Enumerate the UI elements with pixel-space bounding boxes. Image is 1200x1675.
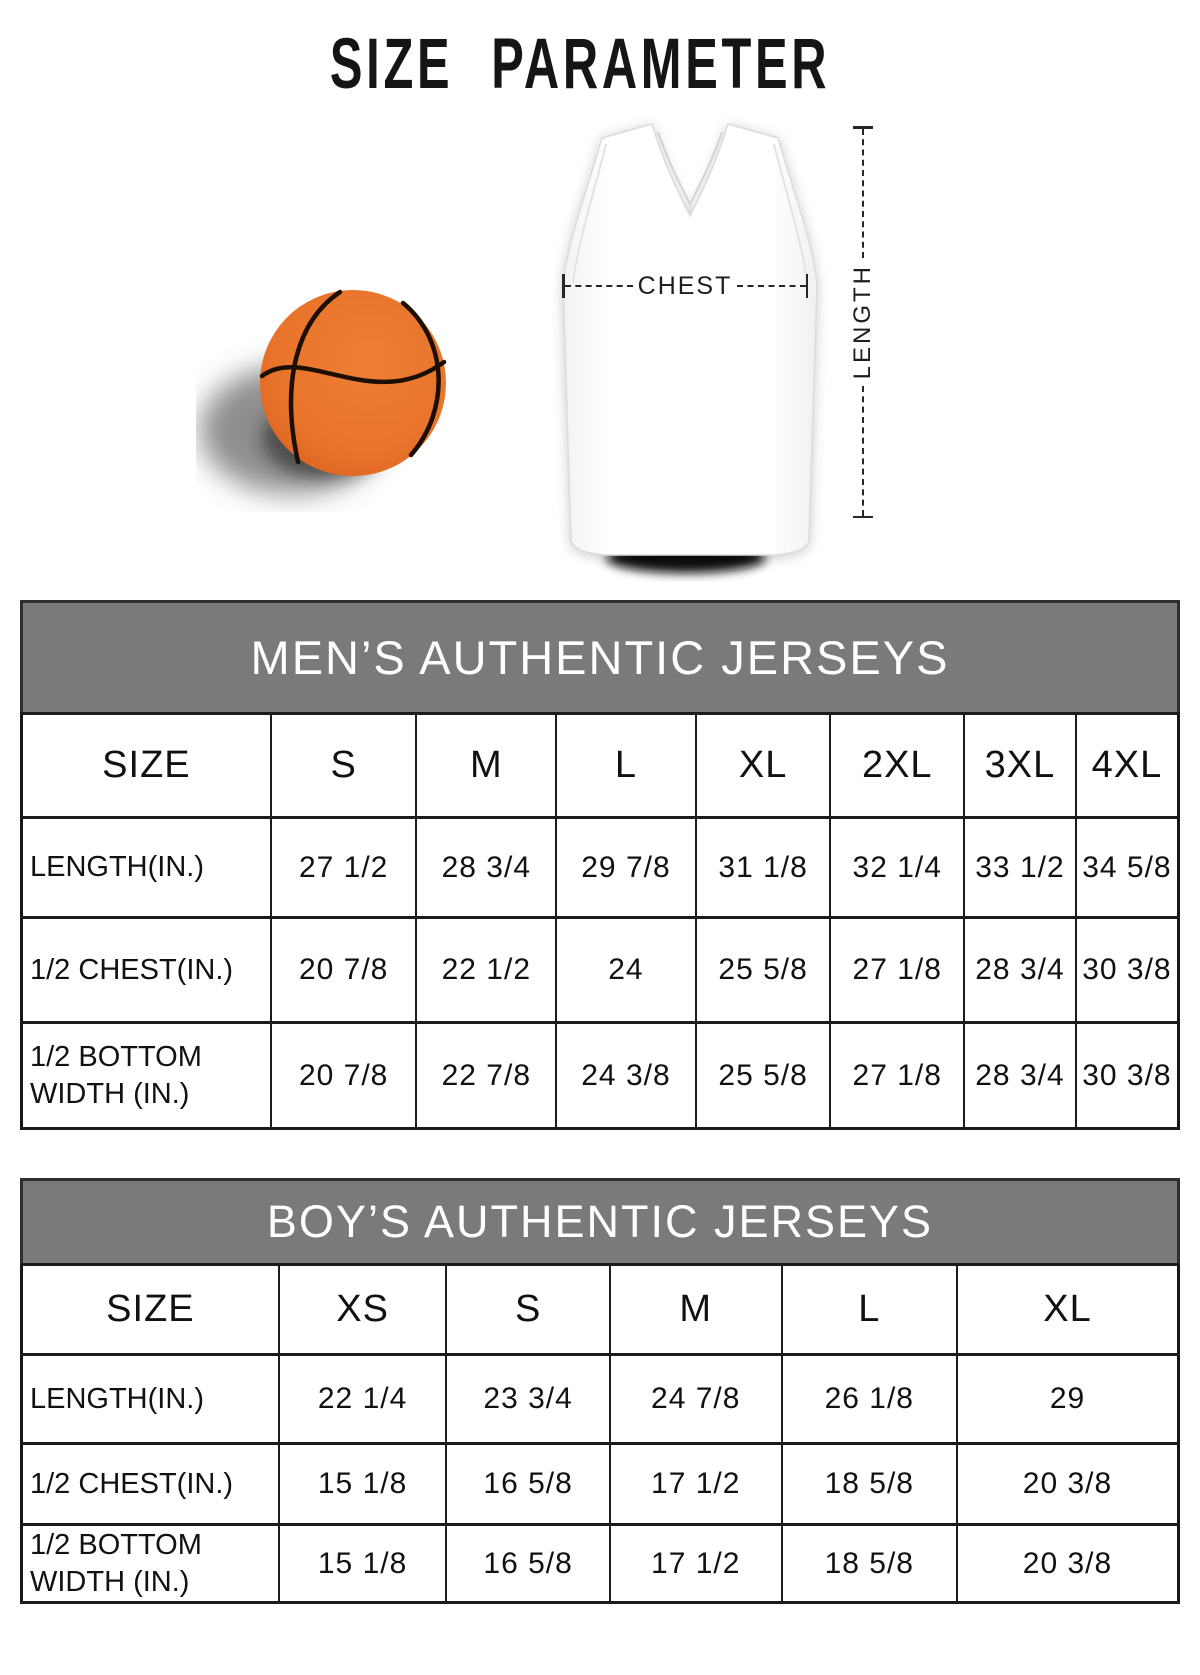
size-header-row: SIZE XS S M L XL xyxy=(20,1263,1180,1356)
measurement-row-label: 1/2 BOTTOM WIDTH (IN.) xyxy=(20,1021,272,1130)
jersey-body xyxy=(562,123,818,556)
chest-dash-left xyxy=(564,285,633,287)
length-label: LENGTH xyxy=(849,264,876,380)
measurement-row-label: 1/2 BOTTOM WIDTH (IN.) xyxy=(20,1523,280,1604)
measurement-value-cell: 24 xyxy=(555,916,697,1024)
size-column-header: 4XL xyxy=(1074,712,1180,819)
size-column-header: XS xyxy=(277,1263,448,1356)
measurement-value-cell: 23 3/4 xyxy=(445,1353,611,1445)
basketball-body xyxy=(260,290,446,476)
chest-tick-right xyxy=(805,274,809,298)
measurement-value-cell: 27 1/2 xyxy=(269,816,418,919)
jersey-armhole-right-line xyxy=(773,143,808,283)
chest-label: CHEST xyxy=(637,271,733,300)
measurement-value-cell: 17 1/2 xyxy=(608,1523,783,1604)
measurement-value-cell: 29 xyxy=(956,1353,1180,1445)
measurement-value-cell: 16 5/8 xyxy=(445,1523,611,1604)
measurement-value-cell: 20 3/8 xyxy=(956,1523,1180,1604)
measurement-value-cell: 22 7/8 xyxy=(415,1021,558,1130)
page-header: SIZE PARAMETER xyxy=(0,22,1160,103)
measurement-row: 1/2 CHEST(IN.) 15 1/8 16 5/8 17 1/2 18 5/8 20… xyxy=(20,1442,1180,1526)
size-column-header: S xyxy=(445,1263,611,1356)
size-column-header: M xyxy=(415,712,558,819)
measurement-value-cell: 28 3/4 xyxy=(415,816,558,919)
measurement-value-cell: 30 3/8 xyxy=(1074,1021,1180,1130)
measurement-value-cell: 28 3/4 xyxy=(963,1021,1077,1130)
measurement-value-cell: 24 3/8 xyxy=(555,1021,697,1130)
measurement-row-label: LENGTH(IN.) xyxy=(20,816,272,919)
length-measure-line: LENGTH xyxy=(843,126,883,519)
length-tick-top xyxy=(853,126,873,129)
measurement-row-label: 1/2 CHEST(IN.) xyxy=(20,916,272,1024)
measurement-value-cell: 28 3/4 xyxy=(963,916,1077,1024)
chest-dash-right xyxy=(737,285,806,287)
jersey-armhole-left-line xyxy=(572,143,607,283)
jersey-collar-line xyxy=(657,131,723,207)
basketball-seams xyxy=(259,289,447,465)
size-column-header: M xyxy=(608,1263,783,1356)
mens-size-section: MEN’S AUTHENTIC JERSEYS SIZE S M L XL 2XL 3XL 4… xyxy=(20,600,1180,1130)
length-tick-bottom xyxy=(853,515,873,519)
basketball-icon xyxy=(200,289,447,494)
measurement-value-cell: 24 7/8 xyxy=(608,1353,783,1445)
measurement-value-cell: 25 5/8 xyxy=(694,1021,832,1130)
length-dash-bottom xyxy=(862,385,864,516)
measurement-value-cell: 18 5/8 xyxy=(780,1523,959,1604)
measurement-row-label: LENGTH(IN.) xyxy=(20,1353,280,1445)
mens-size-table: SIZE S M L XL 2XL 3XL 4XL LENGTH(IN.) 27 1/2 28 3/… xyxy=(20,712,1180,1130)
chest-tick-left xyxy=(562,274,565,298)
size-header-row: SIZE S M L XL 2XL 3XL 4XL xyxy=(20,712,1180,819)
measurement-value-cell: 31 1/8 xyxy=(694,816,832,919)
measurement-value-cell: 20 7/8 xyxy=(269,916,418,1024)
mens-table-banner: MEN’S AUTHENTIC JERSEYS xyxy=(20,600,1180,712)
measurement-value-cell: 20 7/8 xyxy=(269,1021,418,1130)
measurement-value-cell: 18 5/8 xyxy=(780,1442,959,1526)
size-column-header: L xyxy=(555,712,697,819)
measurement-row: 1/2 BOTTOM WIDTH (IN.) 20 7/8 22 7/8 24 3/8… xyxy=(20,1021,1180,1130)
measurement-value-cell: 15 1/8 xyxy=(277,1523,448,1604)
size-label-header: SIZE xyxy=(20,1263,280,1356)
boys-table-banner: BOY’S AUTHENTIC JERSEYS xyxy=(20,1178,1180,1263)
measurement-value-cell: 30 3/8 xyxy=(1074,916,1180,1024)
measurement-row: LENGTH(IN.) 22 1/4 23 3/4 24 7/8 26 1/8 29 xyxy=(20,1353,1180,1445)
measurement-value-cell: 34 5/8 xyxy=(1074,816,1180,919)
measurement-value-cell: 29 7/8 xyxy=(555,816,697,919)
length-dash-top xyxy=(862,128,864,259)
size-label-header: SIZE xyxy=(20,712,272,819)
boys-size-section: BOY’S AUTHENTIC JERSEYS SIZE XS S M L XL LENGT… xyxy=(20,1178,1180,1604)
measurement-value-cell: 32 1/4 xyxy=(829,816,966,919)
measurement-value-cell: 26 1/8 xyxy=(780,1353,959,1445)
measurement-value-cell: 16 5/8 xyxy=(445,1442,611,1526)
measurement-value-cell: 33 1/2 xyxy=(963,816,1077,919)
measurement-value-cell: 27 1/8 xyxy=(829,1021,966,1130)
size-column-header: L xyxy=(780,1263,959,1356)
size-column-header: XL xyxy=(956,1263,1180,1356)
measurement-value-cell: 22 1/2 xyxy=(415,916,558,1024)
measurement-value-cell: 25 5/8 xyxy=(694,916,832,1024)
measurement-row-label: 1/2 CHEST(IN.) xyxy=(20,1442,280,1526)
size-column-header: 3XL xyxy=(963,712,1077,819)
measurement-value-cell: 22 1/4 xyxy=(277,1353,448,1445)
measurement-row: LENGTH(IN.) 27 1/2 28 3/4 29 7/8 31 1/8 32 1/… xyxy=(20,816,1180,919)
measurement-value-cell: 15 1/8 xyxy=(277,1442,448,1526)
measurement-row: 1/2 BOTTOM WIDTH (IN.) 15 1/8 16 5/8 17 1/2… xyxy=(20,1523,1180,1604)
chest-measure-line: CHEST xyxy=(562,271,809,300)
measurement-value-cell: 27 1/8 xyxy=(829,916,966,1024)
measurement-value-cell: 20 3/8 xyxy=(956,1442,1180,1526)
measurement-row: 1/2 CHEST(IN.) 20 7/8 22 1/2 24 25 5/8 27 1/8… xyxy=(20,916,1180,1024)
measurement-value-cell: 17 1/2 xyxy=(608,1442,783,1526)
size-column-header: 2XL xyxy=(829,712,966,819)
jersey-illustration xyxy=(562,123,818,573)
size-column-header: XL xyxy=(694,712,832,819)
size-column-header: S xyxy=(269,712,418,819)
page-title: SIZE PARAMETER xyxy=(329,23,831,103)
boys-size-table: SIZE XS S M L XL LENGTH(IN.) 22 1/4 23 3/4 24 7/8… xyxy=(20,1263,1180,1604)
